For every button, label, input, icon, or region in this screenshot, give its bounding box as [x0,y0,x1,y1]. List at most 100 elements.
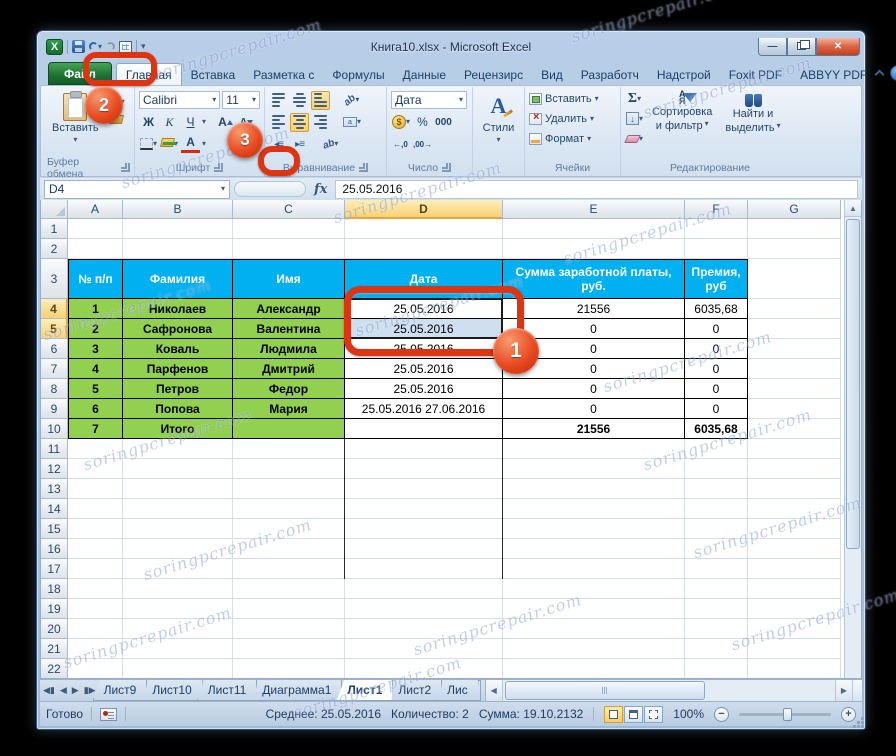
cell-D13[interactable] [345,479,503,499]
row-header-13[interactable]: 13 [41,479,68,499]
cell-G22[interactable] [748,659,841,678]
tab-abbyy-pdf[interactable]: ABBYY PDF [800,68,868,82]
cell-C3[interactable]: Имя [233,259,345,299]
cell-E11[interactable] [503,439,685,459]
decrease-decimal-button[interactable]: ,00→ [413,139,433,149]
bold-button[interactable]: Ж [143,115,154,129]
normal-view-button[interactable] [604,705,624,723]
cell-A2[interactable] [68,239,123,259]
cell-C2[interactable] [233,239,345,259]
zoom-out-button[interactable]: − [714,706,729,722]
percent-button[interactable]: % [417,115,428,129]
excel-logo-icon[interactable]: X [46,38,63,55]
cell-A5[interactable]: 2 [68,319,123,339]
cell-A18[interactable] [68,579,123,599]
cell-E15[interactable] [503,519,685,539]
cell-D10[interactable] [345,419,503,439]
row-header-6[interactable]: 6 [41,339,68,359]
column-header-A[interactable]: A [68,200,123,219]
dialog-launcher-icon[interactable] [121,163,130,172]
cell-G6[interactable] [748,339,841,359]
tab-разработч[interactable]: Разработч [580,68,639,82]
cell-C1[interactable] [233,219,345,239]
scroll-up-icon[interactable]: ▲ [845,200,861,217]
cell-G16[interactable] [748,539,841,559]
cell-D7[interactable]: 25.05.2016 [345,359,503,379]
cell-E7[interactable]: 0 [503,359,685,379]
borders-button[interactable]: ▾ [139,135,158,154]
row-header-7[interactable]: 7 [41,359,68,379]
qat-customize-icon[interactable]: ▾ [141,41,146,51]
scrollbar-resizer[interactable] [852,680,862,701]
cell-F10[interactable]: 6035,68 [685,419,748,439]
cell-E19[interactable] [503,599,685,619]
column-header-E[interactable]: E [503,200,685,219]
row-header-19[interactable]: 19 [41,599,68,619]
cell-D12[interactable] [345,459,503,479]
cell-B12[interactable] [123,459,233,479]
sheet-tab-диаграмма1[interactable]: Диаграмма1 [251,680,342,701]
cell-B17[interactable] [123,559,233,579]
help-icon[interactable]: ? [890,65,896,81]
cell-A22[interactable] [68,659,123,678]
row-header-10[interactable]: 10 [41,419,68,439]
cell-E22[interactable] [503,659,685,678]
thousands-button[interactable]: 000 [435,116,452,128]
cell-G5[interactable] [748,319,841,339]
cell-F19[interactable] [685,599,748,619]
cell-G17[interactable] [748,559,841,579]
cell-C11[interactable] [233,439,345,459]
cell-D8[interactable]: 25.05.2016 [345,379,503,399]
cell-E20[interactable] [503,619,685,639]
cell-G12[interactable] [748,459,841,479]
redo-button[interactable] [106,42,116,51]
cell-F12[interactable] [685,459,748,479]
cell-C18[interactable] [233,579,345,599]
cell-C16[interactable] [233,539,345,559]
cell-A11[interactable] [68,439,123,459]
cell-F7[interactable]: 0 [685,359,748,379]
cell-D1[interactable] [345,219,503,239]
increase-indent-button[interactable]: ▸≡ [295,138,305,150]
cell-C4[interactable]: Александр [233,299,345,319]
cell-E9[interactable]: 0 [503,399,685,419]
align-bottom-button[interactable] [311,90,330,110]
cell-A9[interactable]: 6 [68,399,123,419]
cell-F22[interactable] [685,659,748,678]
align-right-button[interactable] [311,113,330,132]
cell-G3[interactable] [748,259,841,299]
tab-надстрой[interactable]: Надстрой [656,68,711,82]
row-header-11[interactable]: 11 [41,439,68,459]
cell-G4[interactable] [748,299,841,319]
dialog-launcher-icon[interactable] [359,163,369,172]
cell-A6[interactable]: 3 [68,339,123,359]
cell-C5[interactable]: Валентина [233,319,345,339]
number-format-combo[interactable]: Дата ▾ [391,91,467,109]
vertical-scrollbar[interactable]: ▲ [844,200,861,678]
last-sheet-icon[interactable]: ▮▶ [83,685,96,695]
font-dialog-launcher-icon[interactable] [214,163,224,172]
row-header-2[interactable]: 2 [41,239,68,259]
accounting-format-button[interactable]: $ ▾ [391,113,411,132]
cell-B18[interactable] [123,579,233,599]
cell-B9[interactable]: Попова [123,399,233,419]
cell-E14[interactable] [503,499,685,519]
sheet-tab-лист2[interactable]: Лист2 [387,680,442,701]
tab-данные[interactable]: Данные [402,68,446,82]
cell-G13[interactable] [748,479,841,499]
cell-A13[interactable] [68,479,123,499]
cell-D18[interactable] [345,579,503,599]
row-header-21[interactable]: 21 [41,639,68,659]
align-left-button[interactable] [269,113,288,132]
cell-F15[interactable] [685,519,748,539]
cell-F9[interactable]: 0 [685,399,748,419]
cell-F17[interactable] [685,559,748,579]
cell-F2[interactable] [685,239,748,259]
row-header-5[interactable]: 5 [41,319,68,339]
zoom-in-button[interactable]: + [841,706,856,722]
cell-C21[interactable] [233,639,345,659]
next-sheet-icon[interactable]: ▶ [71,685,79,695]
dialog-launcher-icon[interactable] [442,163,452,172]
row-header-12[interactable]: 12 [41,459,68,479]
sheet-tab-лис[interactable]: Лис [436,680,479,701]
